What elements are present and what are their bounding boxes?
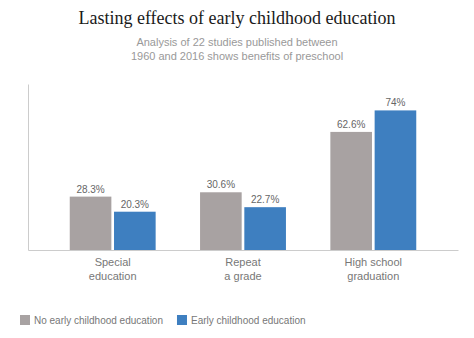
x-tick-label: High schoolgraduation [345, 256, 402, 282]
x-axis-line [29, 250, 459, 251]
title: Lasting effects of early childhood educa… [78, 8, 395, 28]
legend-label: No early childhood education [34, 315, 163, 326]
subtitle: Analysis of 22 studies published between… [131, 36, 343, 62]
x-tick-label: Specialeducation [89, 256, 137, 282]
x-tick: High schoolgraduation [345, 256, 402, 282]
plot-area: 28.3% 30.6% 62.6% 20.3% 22.7% 74% Specialeduca… [29, 85, 459, 283]
legend-swatch [20, 315, 30, 325]
data-label: 62.6% [337, 119, 365, 130]
chart-svg: Lasting effects of early childhood educa… [0, 0, 474, 338]
chart-container: Lasting effects of early childhood educa… [0, 0, 474, 338]
data-label: 30.6% [207, 179, 235, 190]
data-label: 22.7% [251, 194, 279, 205]
data-label: 28.3% [76, 184, 104, 195]
bar [200, 192, 242, 250]
y-axis-line [28, 85, 29, 251]
bar [244, 207, 286, 250]
legend-item: Early childhood education [177, 315, 306, 326]
bar [330, 132, 372, 250]
y-axis [28, 85, 29, 251]
x-tick-label: Repeata grade [224, 256, 261, 282]
bar [375, 110, 417, 250]
data-label: 20.3% [121, 199, 149, 210]
x-tick: Specialeducation [89, 256, 137, 282]
data-label: 74% [385, 97, 405, 108]
x-tick: Repeata grade [224, 256, 261, 282]
x-axis: Specialeducation Repeata grade High school… [29, 251, 459, 283]
legend-label: Early childhood education [191, 315, 306, 326]
legend-swatch [177, 315, 187, 325]
legend-item: No early childhood education [20, 315, 163, 326]
bars [70, 110, 417, 250]
data-labels: 28.3% 30.6% 62.6% 20.3% 22.7% 74% [76, 97, 405, 209]
bar [114, 212, 156, 250]
legend: No early childhood education Early childh… [20, 315, 306, 326]
bar [70, 197, 112, 250]
